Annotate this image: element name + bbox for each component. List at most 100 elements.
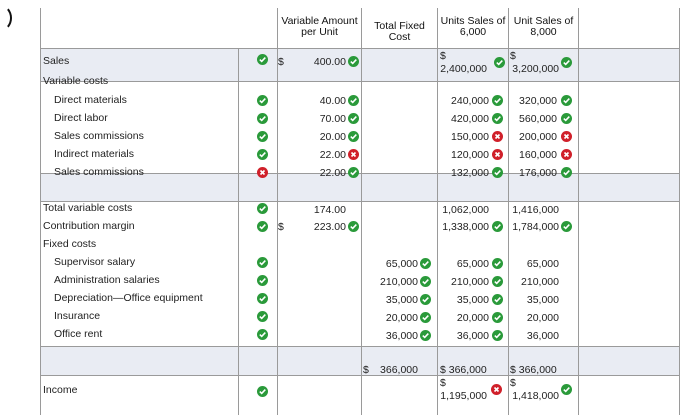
check-icon xyxy=(348,113,359,124)
contribution-dollar-sign: $ xyxy=(278,221,284,233)
sales-8000-input[interactable]: 3,200,000 xyxy=(512,63,559,75)
check-icon xyxy=(257,329,268,340)
sales-commissions-2-variable-input[interactable]: 22.00 xyxy=(319,167,346,179)
cost-table: Variable Amount per Unit Total Fixed Cos… xyxy=(40,8,680,415)
admin-fixed-input[interactable]: 210,000 xyxy=(380,276,418,288)
insurance-6000-input[interactable]: 20,000 xyxy=(456,312,489,324)
check-icon xyxy=(420,330,431,341)
x-icon xyxy=(348,149,359,160)
direct-materials-8000-input[interactable]: 320,000 xyxy=(519,95,557,107)
sales-6000-currency: $ xyxy=(440,50,446,62)
row-label-income: Income xyxy=(43,384,78,396)
check-icon xyxy=(492,113,503,124)
check-icon xyxy=(257,221,268,232)
row-label-insurance: Insurance xyxy=(54,310,101,322)
check-icon xyxy=(561,167,572,178)
x-icon xyxy=(561,131,572,142)
depreciation-8000-input[interactable]: 35,000 xyxy=(526,294,559,306)
check-icon xyxy=(348,221,359,232)
supervisor-8000-input[interactable]: 65,000 xyxy=(526,258,559,270)
check-icon xyxy=(492,258,503,269)
row-label-sales: Sales xyxy=(43,55,70,67)
indirect-materials-variable-input[interactable]: 22.00 xyxy=(319,149,346,161)
check-icon xyxy=(561,384,572,395)
check-icon xyxy=(420,258,431,269)
supervisor-6000-input[interactable]: 65,000 xyxy=(456,258,489,270)
total-variable-input[interactable]: 174.00 xyxy=(313,204,346,216)
total-variable-6000-input[interactable]: 1,062,000 xyxy=(442,204,489,216)
check-icon xyxy=(348,167,359,178)
admin-6000-input[interactable]: 210,000 xyxy=(451,276,489,288)
admin-8000-input[interactable]: 210,000 xyxy=(521,276,559,288)
rent-8000-input[interactable]: 36,000 xyxy=(526,330,559,342)
insurance-fixed-input[interactable]: 20,000 xyxy=(385,312,418,324)
row-label-office-rent: Office rent xyxy=(54,328,103,340)
check-icon xyxy=(257,113,268,124)
x-icon xyxy=(561,149,572,160)
check-icon xyxy=(561,221,572,232)
spacer-row-shade-2 xyxy=(40,346,680,375)
depreciation-6000-input[interactable]: 35,000 xyxy=(456,294,489,306)
sales-variable-input[interactable]: 400.00 xyxy=(313,56,346,68)
income-8000-currency: $ xyxy=(510,377,516,389)
check-icon xyxy=(492,294,503,305)
direct-materials-6000-input[interactable]: 240,000 xyxy=(451,95,489,107)
sales-commissions-2-6000-input[interactable]: 132,000 xyxy=(451,167,489,179)
contribution-8000-input[interactable]: 1,784,000 xyxy=(512,221,559,233)
total-fixed-8000-input[interactable]: $ 366,000 xyxy=(510,364,557,376)
window-edge xyxy=(0,5,12,31)
sales-commissions-8000-input[interactable]: 200,000 xyxy=(519,131,557,143)
total-fixed-input[interactable]: 366,000 xyxy=(380,364,418,376)
contribution-variable-input[interactable]: 223.00 xyxy=(313,221,346,233)
sales-6000-input[interactable]: 2,400,000 xyxy=(440,63,487,75)
check-icon xyxy=(492,167,503,178)
header-units-6000: Units Sales of 6,000 xyxy=(440,15,506,38)
check-icon xyxy=(492,312,503,323)
row-label-depreciation: Depreciation—Office equipment xyxy=(54,292,203,304)
check-icon xyxy=(492,276,503,287)
sales-row-shade xyxy=(40,48,680,81)
x-icon xyxy=(257,167,268,178)
check-icon xyxy=(257,131,268,142)
contribution-6000-input[interactable]: 1,338,000 xyxy=(442,221,489,233)
rent-6000-input[interactable]: 36,000 xyxy=(456,330,489,342)
row-label-fixed-costs: Fixed costs xyxy=(43,238,97,250)
sales-commissions-2-8000-input[interactable]: 176,000 xyxy=(519,167,557,179)
sales-commissions-variable-input[interactable]: 20.00 xyxy=(319,131,346,143)
check-icon xyxy=(257,149,268,160)
sales-commissions-6000-input[interactable]: 150,000 xyxy=(451,131,489,143)
indirect-materials-8000-input[interactable]: 160,000 xyxy=(519,149,557,161)
income-6000-input[interactable]: 1,195,000 xyxy=(440,390,487,402)
header-units-8000: Unit Sales of 8,000 xyxy=(513,15,574,38)
supervisor-fixed-input[interactable]: 65,000 xyxy=(385,258,418,270)
direct-labor-6000-input[interactable]: 420,000 xyxy=(451,113,489,125)
check-icon xyxy=(257,257,268,268)
check-icon xyxy=(492,95,503,106)
indirect-materials-6000-input[interactable]: 120,000 xyxy=(451,149,489,161)
row-label-administration-salaries: Administration salaries xyxy=(54,274,160,286)
direct-labor-variable-input[interactable]: 70.00 xyxy=(319,113,346,125)
check-icon xyxy=(561,95,572,106)
rent-fixed-input[interactable]: 36,000 xyxy=(385,330,418,342)
depreciation-fixed-input[interactable]: 35,000 xyxy=(385,294,418,306)
income-6000-currency: $ xyxy=(440,377,446,389)
spacer-row-shade xyxy=(40,173,680,201)
insurance-8000-input[interactable]: 20,000 xyxy=(526,312,559,324)
total-fixed-6000-input[interactable]: $ 366,000 xyxy=(440,364,487,376)
check-icon xyxy=(348,56,359,67)
check-icon xyxy=(420,276,431,287)
income-8000-input[interactable]: 1,418,000 xyxy=(512,390,559,402)
check-icon xyxy=(257,95,268,106)
sales-8000-currency: $ xyxy=(510,50,516,62)
check-icon xyxy=(492,221,503,232)
direct-materials-variable-input[interactable]: 40.00 xyxy=(319,95,346,107)
check-icon xyxy=(494,57,505,68)
x-icon xyxy=(492,131,503,142)
check-icon xyxy=(420,294,431,305)
check-icon xyxy=(257,54,268,65)
row-label-supervisor-salary: Supervisor salary xyxy=(54,256,136,268)
row-label-contribution-margin: Contribution margin xyxy=(43,220,135,232)
direct-labor-8000-input[interactable]: 560,000 xyxy=(519,113,557,125)
total-variable-8000-input[interactable]: 1,416,000 xyxy=(512,204,559,216)
check-icon xyxy=(348,95,359,106)
